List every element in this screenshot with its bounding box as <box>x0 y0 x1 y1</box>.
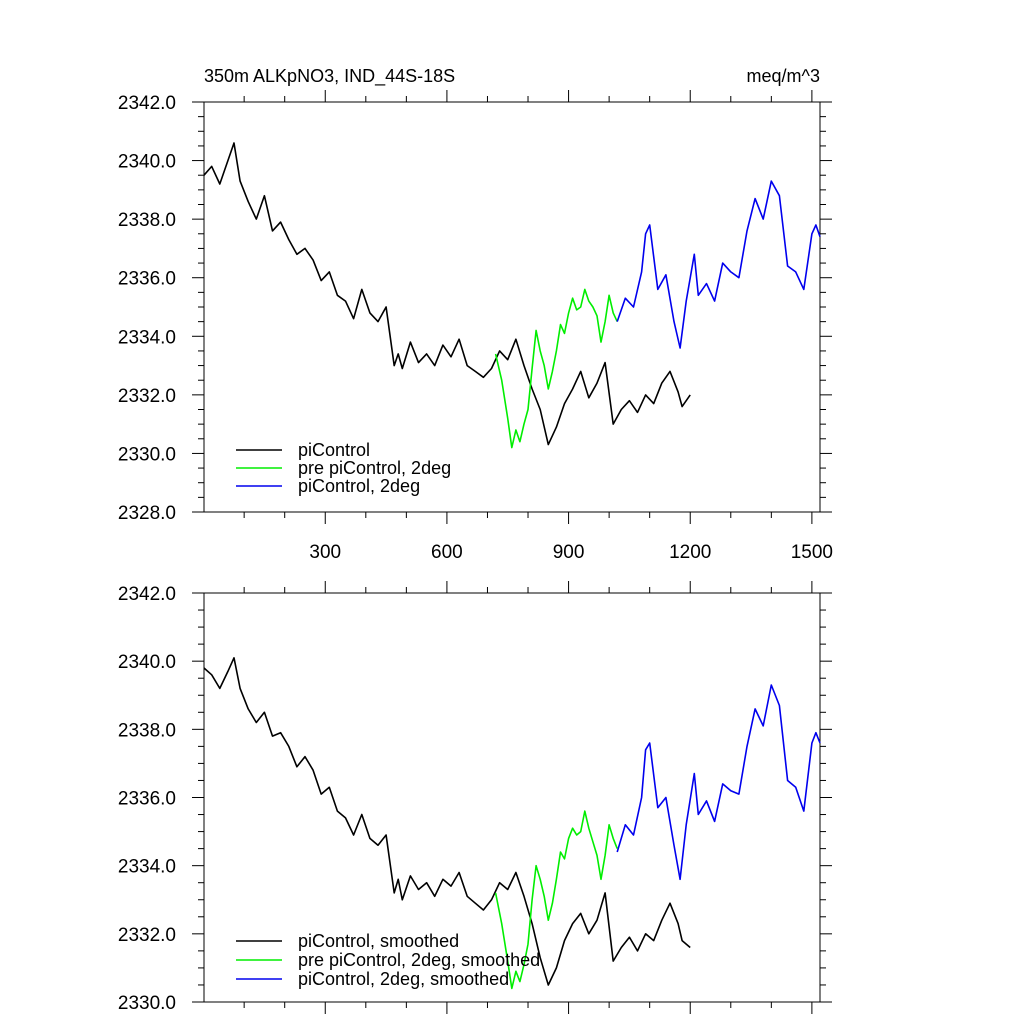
series-line-1 <box>203 142 691 446</box>
legend-label-2: pre piControl, 2deg, smoothed <box>298 950 540 970</box>
units-label: meq/m^3 <box>747 66 820 86</box>
x-tick-label: 900 <box>553 542 585 563</box>
y-tick-label: 2334.0 <box>118 857 176 878</box>
plot-frame <box>203 592 821 1003</box>
legend-label-1: piControl, smoothed <box>298 931 459 951</box>
series-line-3 <box>616 180 821 349</box>
series-line-2 <box>494 288 618 449</box>
y-tick-label: 2336.0 <box>118 789 176 810</box>
y-tick-label: 2342.0 <box>118 93 176 114</box>
x-tick-label: 300 <box>309 542 341 563</box>
chart-title: 350m ALKpNO3, IND_44S-18S <box>204 66 455 87</box>
y-tick-label: 2338.0 <box>118 210 176 231</box>
y-tick-label: 2340.0 <box>118 652 176 673</box>
series-line-2 <box>494 810 618 990</box>
x-tick-label: 600 <box>431 542 463 563</box>
x-tick-label: 1200 <box>669 542 711 563</box>
y-tick-label: 2330.0 <box>118 444 176 465</box>
y-tick-label: 2328.0 <box>118 503 176 524</box>
y-tick-label: 2342.0 <box>118 584 176 605</box>
plot-frame <box>203 101 821 513</box>
y-tick-label: 2332.0 <box>118 925 176 946</box>
top-chart-panel: 350m ALKpNO3, IND_44S-18S meq/m^3 300 600… <box>118 66 833 563</box>
y-tick-label: 2332.0 <box>118 386 176 407</box>
series-line-3 <box>616 684 821 881</box>
legend-label-2: pre piControl, 2deg <box>298 458 451 478</box>
y-tick-label: 2334.0 <box>118 327 176 348</box>
bottom-chart-panel: 2330.0 2332.0 2334.0 2336.0 2338.0 2340.0 2342… <box>118 581 832 1014</box>
series-line-1 <box>203 656 691 986</box>
y-tick-label: 2340.0 <box>118 152 176 173</box>
x-tick-label: 1500 <box>791 542 833 563</box>
legend-label-3: piControl, 2deg, smoothed <box>298 969 509 989</box>
y-tick-label: 2336.0 <box>118 269 176 290</box>
legend-label-1: piControl <box>298 440 370 460</box>
y-tick-label: 2330.0 <box>118 993 176 1014</box>
y-tick-label: 2338.0 <box>118 720 176 741</box>
legend-label-3: piControl, 2deg <box>298 476 420 496</box>
